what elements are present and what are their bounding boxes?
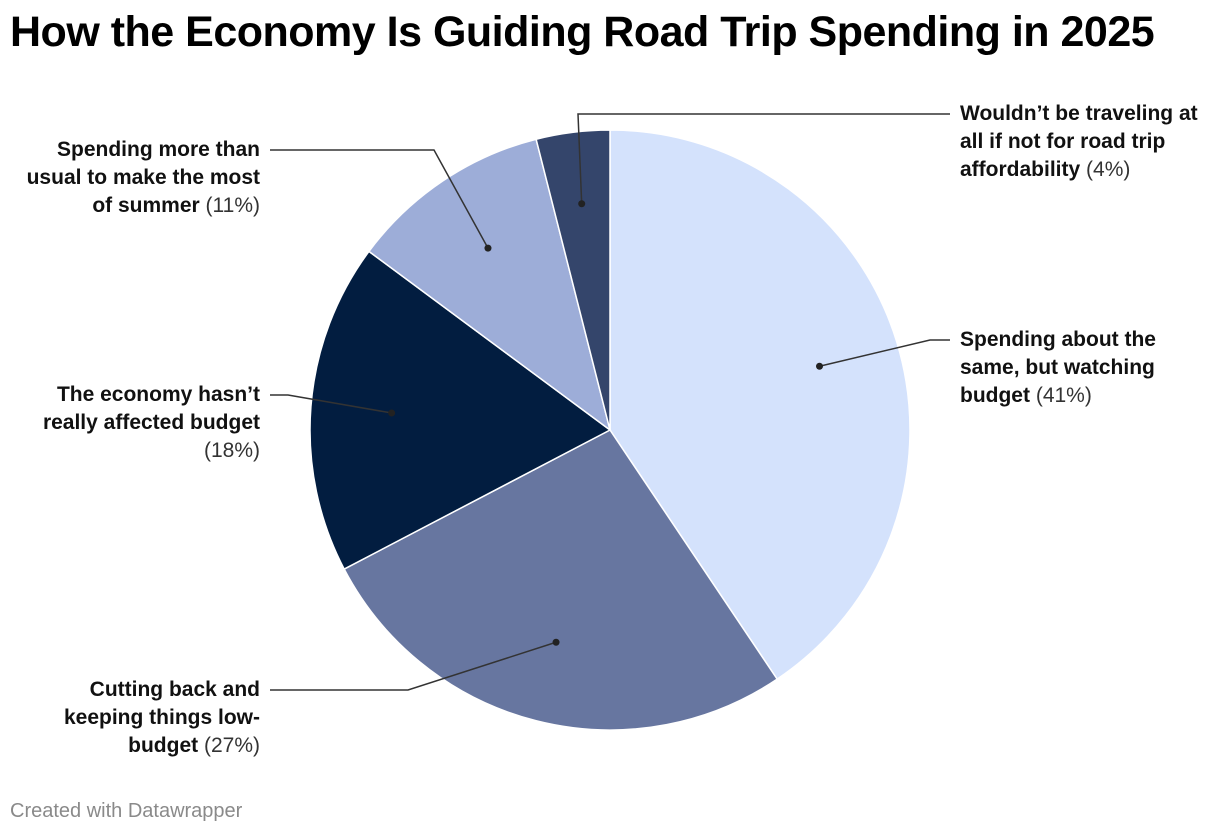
leader-dot-0 xyxy=(816,362,824,370)
leader-line-1 xyxy=(270,641,557,691)
pie-slice-4 xyxy=(535,129,611,431)
leader-dot-4 xyxy=(578,200,586,208)
slice-label-3: Spending more than usual to make the mos… xyxy=(26,138,260,217)
slice-label-2: The economy hasn’t really affected budge… xyxy=(42,383,260,462)
credit-footer: Created with Datawrapper xyxy=(10,800,243,822)
leader-dot-3 xyxy=(484,244,492,252)
leader-line-3 xyxy=(270,149,489,249)
slice-label-0: Spending about the same, but watching bu… xyxy=(960,328,1156,407)
slice-label-4: Wouldn’t be traveling at all if not for … xyxy=(960,102,1198,181)
pie-slice-0 xyxy=(609,129,911,681)
leader-line-2 xyxy=(270,394,392,414)
leader-dot-1 xyxy=(552,638,560,646)
chart-title: How the Economy Is Guiding Road Trip Spe… xyxy=(10,8,1155,56)
pie-slice-3 xyxy=(367,138,612,432)
leader-dot-2 xyxy=(388,409,396,417)
pie-slice-1 xyxy=(343,429,779,731)
slice-label-1: Cutting back and keeping things low-budg… xyxy=(63,678,260,757)
pie-slice-2 xyxy=(309,250,612,571)
leader-line-0 xyxy=(819,339,950,367)
leader-line-4 xyxy=(577,113,950,204)
